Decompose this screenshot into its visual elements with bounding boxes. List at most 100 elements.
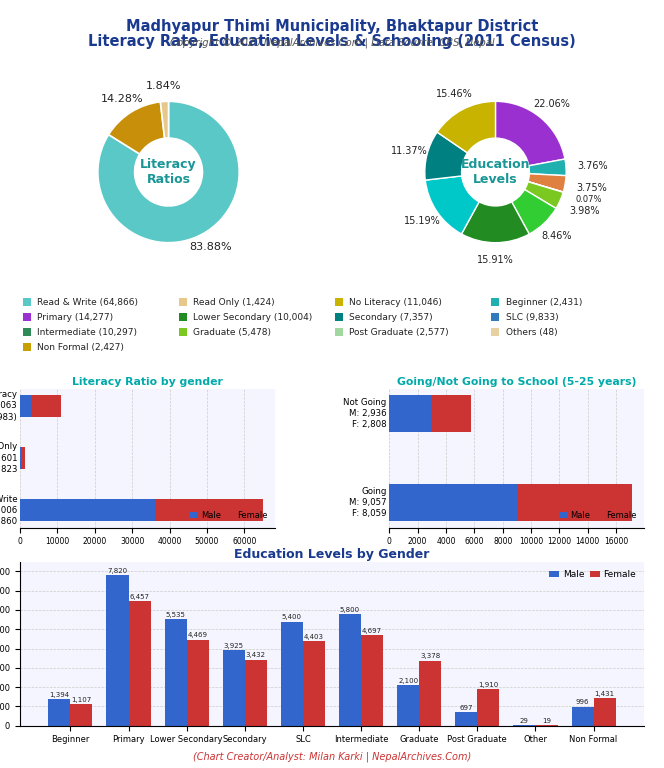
Text: 1,107: 1,107	[71, 697, 92, 703]
Text: 8.46%: 8.46%	[541, 231, 572, 241]
Bar	[222, 650, 245, 726]
Text: Read & Write (64,866): Read & Write (64,866)	[37, 297, 138, 306]
Bar	[491, 298, 499, 306]
Text: 4,469: 4,469	[188, 632, 208, 638]
Wedge shape	[525, 182, 563, 208]
Bar	[23, 343, 31, 351]
Text: 3,378: 3,378	[420, 654, 440, 660]
Legend: Male, Female: Male, Female	[546, 566, 639, 582]
Text: 11.37%: 11.37%	[391, 146, 428, 156]
Text: 6,457: 6,457	[129, 594, 149, 600]
Wedge shape	[528, 181, 563, 192]
Bar	[20, 499, 155, 521]
Bar	[303, 641, 325, 726]
Bar	[389, 395, 431, 432]
Text: 3,432: 3,432	[246, 652, 266, 658]
Bar	[179, 298, 187, 306]
Text: 19: 19	[542, 718, 551, 724]
Text: (Chart Creator/Analyst: Milan Karki | NepalArchives.Com): (Chart Creator/Analyst: Milan Karki | Ne…	[193, 751, 471, 762]
Bar	[335, 328, 343, 336]
Bar	[20, 395, 31, 417]
Wedge shape	[98, 101, 239, 243]
Wedge shape	[495, 101, 565, 166]
Text: 697: 697	[459, 705, 473, 711]
Text: Literacy
Ratios: Literacy Ratios	[140, 158, 197, 186]
Legend: Male, Female: Male, Female	[186, 508, 270, 523]
Bar	[245, 660, 267, 726]
Text: 3,925: 3,925	[224, 643, 244, 649]
Text: 14.28%: 14.28%	[101, 94, 143, 104]
Text: Lower Secondary (10,004): Lower Secondary (10,004)	[193, 313, 313, 322]
Title: Going/Not Going to School (5-25 years): Going/Not Going to School (5-25 years)	[397, 376, 636, 386]
Title: Education Levels by Gender: Education Levels by Gender	[234, 548, 430, 561]
Text: 996: 996	[576, 700, 590, 705]
Text: 1,910: 1,910	[478, 682, 499, 687]
Bar	[22, 447, 25, 469]
Bar	[129, 601, 151, 726]
Text: 15.91%: 15.91%	[477, 256, 514, 266]
Bar	[335, 298, 343, 306]
Bar	[518, 484, 632, 521]
Text: 4,403: 4,403	[304, 634, 324, 640]
Text: 22.06%: 22.06%	[533, 99, 570, 109]
Text: Literacy Rate, Education Levels & Schooling (2011 Census): Literacy Rate, Education Levels & School…	[88, 34, 576, 48]
Wedge shape	[461, 202, 529, 243]
Bar	[179, 328, 187, 336]
Text: Others (48): Others (48)	[505, 327, 557, 336]
Title: Literacy Ratio by gender: Literacy Ratio by gender	[72, 376, 222, 386]
Bar	[106, 574, 129, 726]
Text: 15.46%: 15.46%	[436, 89, 473, 99]
Text: Education
Levels: Education Levels	[461, 158, 531, 186]
Text: Primary (14,277): Primary (14,277)	[37, 313, 114, 322]
Bar	[165, 619, 187, 726]
Bar	[397, 685, 419, 726]
Bar	[477, 689, 499, 726]
Text: Madhyapur Thimi Municipality, Bhaktapur District: Madhyapur Thimi Municipality, Bhaktapur …	[125, 19, 539, 35]
Text: Graduate (5,478): Graduate (5,478)	[193, 327, 272, 336]
Bar	[572, 707, 594, 726]
Bar	[456, 712, 477, 726]
Text: 2,100: 2,100	[398, 678, 418, 684]
Wedge shape	[425, 132, 467, 180]
Bar	[23, 298, 31, 306]
Wedge shape	[529, 159, 566, 176]
Text: 1,394: 1,394	[49, 692, 70, 697]
Text: 5,400: 5,400	[282, 614, 302, 621]
Bar	[389, 484, 518, 521]
Bar	[594, 698, 616, 726]
Text: 1.84%: 1.84%	[146, 81, 181, 91]
Wedge shape	[528, 174, 566, 192]
Bar	[31, 395, 61, 417]
Bar	[23, 328, 31, 336]
Bar	[361, 635, 383, 726]
Wedge shape	[437, 101, 495, 153]
Text: 1,431: 1,431	[594, 691, 615, 697]
Text: Copyright © 2020 NepalArchives.Com | Data Source: CBS, Nepal: Copyright © 2020 NepalArchives.Com | Dat…	[170, 38, 494, 48]
Bar	[431, 395, 471, 432]
Text: Secondary (7,357): Secondary (7,357)	[349, 313, 433, 322]
Bar	[20, 447, 22, 469]
Legend: Male, Female: Male, Female	[555, 508, 640, 523]
Text: Intermediate (10,297): Intermediate (10,297)	[37, 327, 137, 336]
Text: No Literacy (11,046): No Literacy (11,046)	[349, 297, 442, 306]
Text: 29: 29	[520, 718, 529, 724]
Text: Non Formal (2,427): Non Formal (2,427)	[37, 343, 124, 352]
Wedge shape	[161, 101, 169, 138]
Bar	[339, 614, 361, 726]
Text: 4,697: 4,697	[362, 628, 382, 634]
Bar	[48, 699, 70, 726]
Bar	[70, 704, 92, 726]
Bar	[179, 313, 187, 321]
Bar	[23, 313, 31, 321]
Wedge shape	[512, 190, 556, 234]
Bar	[491, 328, 499, 336]
Bar	[419, 660, 442, 726]
Text: 5,535: 5,535	[166, 612, 185, 617]
Bar	[491, 313, 499, 321]
Wedge shape	[425, 176, 479, 234]
Bar	[335, 313, 343, 321]
Bar	[281, 621, 303, 726]
Text: 7,820: 7,820	[108, 568, 127, 574]
Text: 5,800: 5,800	[340, 607, 360, 613]
Text: 3.76%: 3.76%	[578, 161, 608, 170]
